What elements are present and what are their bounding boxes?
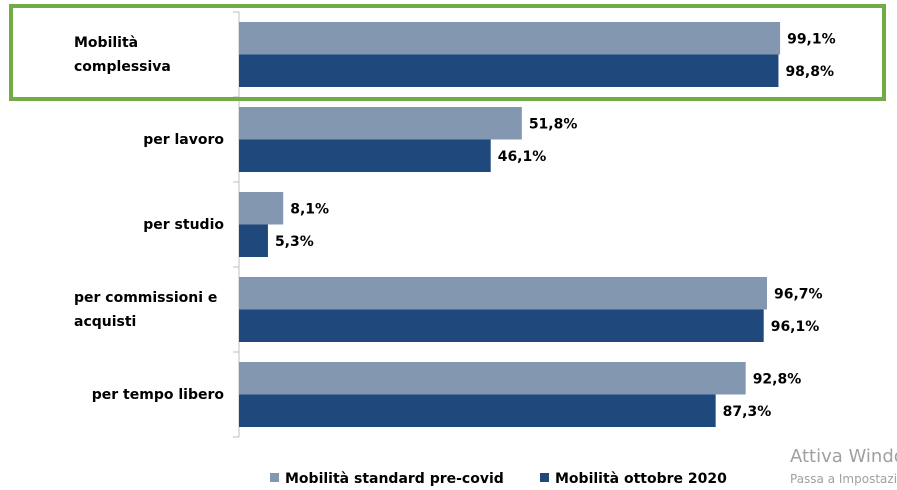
bar — [239, 54, 779, 87]
bar — [239, 22, 781, 55]
value-label: 46,1% — [498, 149, 547, 165]
category-label-text: per lavoro — [143, 131, 224, 148]
category-label: per studio — [0, 182, 224, 267]
value-label: 98,8% — [785, 64, 834, 80]
bar — [239, 107, 522, 140]
category-label-text: per studio — [143, 216, 224, 233]
category-label-text: per tempo libero — [91, 386, 224, 403]
category-label-text: Mobilità complessiva — [74, 34, 171, 75]
bar — [239, 309, 764, 342]
bar — [239, 192, 284, 225]
category-label: per lavoro — [0, 97, 224, 182]
bar — [239, 224, 268, 257]
category-label-text: per commissioni e acquisti — [74, 289, 218, 330]
value-label: 99,1% — [787, 31, 836, 47]
legend-swatch — [270, 473, 279, 482]
bar — [239, 394, 716, 427]
category-label: per commissioni e acquisti — [0, 267, 224, 352]
value-label: 92,8% — [753, 371, 802, 387]
legend-label: Mobilità standard pre-covid — [285, 471, 504, 487]
watermark-subtitle: Passa a Impostazioni per attivare Window… — [790, 472, 897, 486]
category-label: Mobilità complessiva — [0, 12, 224, 97]
category-label: per tempo libero — [0, 352, 224, 437]
watermark-title: Attiva Windows — [790, 446, 897, 467]
bar — [239, 277, 767, 310]
value-label: 87,3% — [723, 404, 772, 420]
value-label: 5,3% — [275, 234, 314, 250]
value-label: 51,8% — [529, 116, 578, 132]
legend-label: Mobilità ottobre 2020 — [555, 471, 727, 487]
value-label: 8,1% — [290, 201, 329, 217]
legend-swatch — [540, 473, 549, 482]
value-label: 96,1% — [771, 319, 820, 335]
value-label: 96,7% — [774, 286, 823, 302]
bar — [239, 362, 746, 395]
highlight-box — [9, 4, 886, 101]
bar — [239, 139, 491, 172]
